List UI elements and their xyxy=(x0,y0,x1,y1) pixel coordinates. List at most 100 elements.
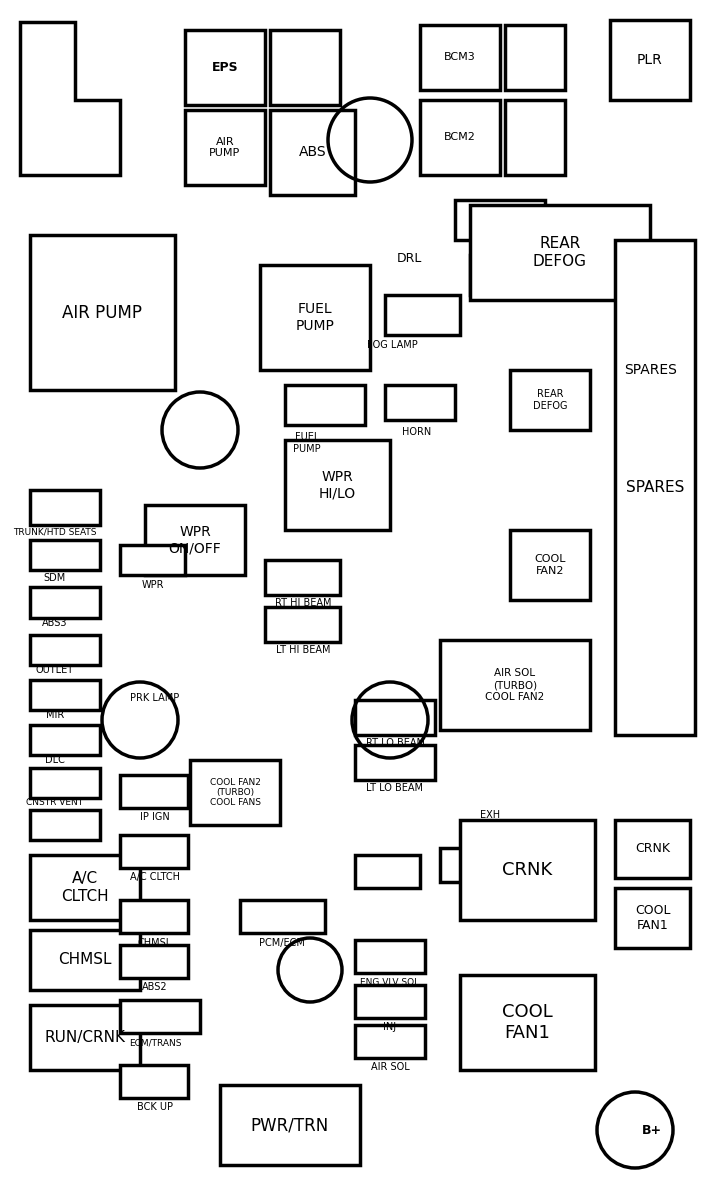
Bar xyxy=(460,975,595,1070)
Text: OUTLET: OUTLET xyxy=(36,665,74,675)
Bar xyxy=(220,1085,360,1165)
Bar xyxy=(610,20,690,100)
Text: RUN/CRNK: RUN/CRNK xyxy=(44,1030,125,1045)
Text: PWR/TRN: PWR/TRN xyxy=(251,1116,329,1134)
Text: ABS: ABS xyxy=(299,146,326,160)
Bar xyxy=(30,235,175,390)
Bar xyxy=(260,265,370,370)
Bar xyxy=(190,760,280,825)
Text: FUEL
PUMP: FUEL PUMP xyxy=(293,433,321,454)
Bar xyxy=(615,888,690,948)
Bar xyxy=(470,255,545,295)
Bar xyxy=(30,491,100,525)
Bar xyxy=(385,385,455,419)
Bar xyxy=(420,25,500,90)
Bar xyxy=(355,745,435,780)
Text: ABS3: ABS3 xyxy=(42,619,68,628)
Bar xyxy=(385,295,460,335)
Text: RT HI BEAM: RT HI BEAM xyxy=(275,598,331,608)
Text: SDM: SDM xyxy=(44,574,66,583)
Bar xyxy=(30,768,100,798)
Bar xyxy=(440,640,590,730)
Bar xyxy=(615,241,695,735)
Text: FOG LAMP: FOG LAMP xyxy=(367,340,417,350)
Text: INJ: INJ xyxy=(384,1021,396,1032)
Text: COOL
FAN1: COOL FAN1 xyxy=(502,1003,553,1042)
Text: LT HI BEAM: LT HI BEAM xyxy=(276,645,330,655)
Text: CHMSL: CHMSL xyxy=(59,953,112,967)
Bar xyxy=(30,811,100,840)
Text: HORN: HORN xyxy=(403,427,431,437)
Text: BCK UP: BCK UP xyxy=(137,1102,173,1112)
Bar xyxy=(120,835,188,867)
Text: CRNK: CRNK xyxy=(503,861,553,879)
Bar xyxy=(265,561,340,595)
Text: IP IGN: IP IGN xyxy=(140,812,170,822)
Text: AIR PUMP: AIR PUMP xyxy=(63,303,142,321)
Bar xyxy=(355,1025,425,1058)
Text: A/C
CLTCH: A/C CLTCH xyxy=(61,871,109,904)
Bar xyxy=(285,385,365,425)
Text: WPR: WPR xyxy=(142,579,164,590)
Text: SPARES: SPARES xyxy=(625,363,678,377)
Bar xyxy=(30,635,100,665)
Text: PRK LAMP: PRK LAMP xyxy=(130,693,180,703)
Text: A/C CLTCH: A/C CLTCH xyxy=(130,872,180,882)
Bar xyxy=(510,370,590,430)
Bar xyxy=(30,856,140,920)
Text: CRNK: CRNK xyxy=(635,843,670,856)
Bar xyxy=(510,530,590,600)
Text: MIR: MIR xyxy=(46,710,64,720)
Text: BCM2: BCM2 xyxy=(444,133,476,142)
Text: AIR
PUMP: AIR PUMP xyxy=(209,136,240,159)
Text: WPR
ON/OFF: WPR ON/OFF xyxy=(168,525,221,555)
Text: TRUNK/HTD SEATS: TRUNK/HTD SEATS xyxy=(13,529,97,537)
Bar xyxy=(285,440,390,530)
Text: PCM/ECM: PCM/ECM xyxy=(259,939,305,948)
Bar xyxy=(120,1065,188,1098)
Text: EPS: EPS xyxy=(212,60,238,73)
Bar xyxy=(470,205,650,300)
Text: CNSTR VENT: CNSTR VENT xyxy=(27,798,84,807)
Text: CHMSL: CHMSL xyxy=(138,939,172,948)
Bar xyxy=(455,200,545,241)
Bar xyxy=(120,775,188,808)
Text: WPR
HI/LO: WPR HI/LO xyxy=(319,470,356,500)
Text: B+: B+ xyxy=(642,1123,662,1136)
Text: COOL
FAN2: COOL FAN2 xyxy=(534,555,565,576)
Bar xyxy=(120,944,188,978)
Text: BCM3: BCM3 xyxy=(444,52,476,63)
Bar xyxy=(120,545,185,575)
Bar xyxy=(30,1005,140,1070)
Bar xyxy=(185,30,265,105)
Text: PLR: PLR xyxy=(637,53,663,68)
Text: AIR SOL
(TURBO)
COOL FAN2: AIR SOL (TURBO) COOL FAN2 xyxy=(485,668,545,702)
Bar xyxy=(355,856,420,888)
Text: COOL FAN2
(TURBO)
COOL FANS: COOL FAN2 (TURBO) COOL FANS xyxy=(209,777,261,807)
Bar xyxy=(185,110,265,185)
Bar xyxy=(440,848,510,882)
Text: REAR
DEFOG: REAR DEFOG xyxy=(533,236,587,269)
Bar xyxy=(270,110,355,196)
Bar xyxy=(30,540,100,570)
Bar xyxy=(120,899,188,933)
Text: DLC: DLC xyxy=(45,755,65,766)
Bar xyxy=(615,820,690,878)
Bar xyxy=(355,940,425,973)
Text: DRL: DRL xyxy=(397,251,422,264)
Bar xyxy=(505,25,565,90)
Bar xyxy=(30,725,100,755)
Bar xyxy=(265,607,340,642)
Text: REAR
DEFOG: REAR DEFOG xyxy=(533,389,568,411)
Text: FUEL
PUMP: FUEL PUMP xyxy=(295,302,334,333)
Text: EXH: EXH xyxy=(480,811,500,820)
Bar xyxy=(30,930,140,989)
Text: ENG VLV SOL: ENG VLV SOL xyxy=(360,978,419,987)
Bar xyxy=(270,30,340,105)
Text: RT LO BEAM: RT LO BEAM xyxy=(365,738,424,748)
Bar xyxy=(505,100,565,175)
Bar xyxy=(460,820,595,920)
Bar xyxy=(120,1000,200,1033)
Text: AIR SOL: AIR SOL xyxy=(371,1062,410,1072)
Bar xyxy=(420,100,500,175)
